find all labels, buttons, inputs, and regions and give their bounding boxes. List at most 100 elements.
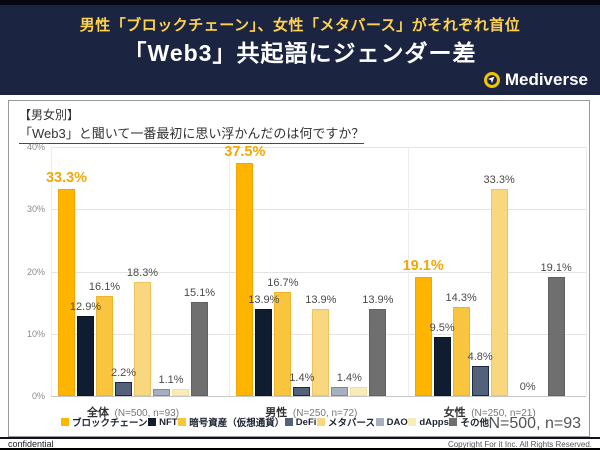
bar-group-男性: 37.5% 13.9% 16.7% 1.4% 13.9% 1.4% 13.9% 男性 (N=2… <box>224 144 393 419</box>
legend-swatch <box>148 418 157 426</box>
legend-swatch <box>284 418 293 426</box>
value-label: 0% <box>519 381 536 393</box>
bar-ブロックチェーン <box>58 189 75 396</box>
bar-その他 <box>547 277 565 396</box>
bar-NFT <box>433 337 451 396</box>
legend-swatch <box>316 418 325 426</box>
bar-暗号資産（仮想通貨） <box>96 296 113 396</box>
bar-暗号資産（仮想通貨） <box>274 292 292 396</box>
legend-item-dApps: dApps <box>408 417 449 428</box>
gridline-v <box>586 147 587 396</box>
bar-group-女性: 19.1% 9.5% 14.3% 4.8% 33.3% 0% 19.1% 女性 (N=250,… <box>403 147 572 419</box>
legend-item-NFT: NFT <box>148 416 178 428</box>
gridline-h <box>51 147 586 148</box>
chart-question: 「Web3」と聞いて一番最初に思い浮かんだのは何ですか？ <box>19 123 365 144</box>
value-label: 19.1% <box>540 262 572 274</box>
arrow-glyph: ➤ <box>485 72 498 86</box>
value-label: 4.8% <box>467 351 493 363</box>
legend-item-DeFi: DeFi <box>284 416 317 428</box>
group-label-女性: 女性 (N=250, n=21) <box>444 404 536 420</box>
headline-subtitle: 男性「ブロックチェーン」、女性「メタバース」がそれぞれ首位 <box>79 17 521 34</box>
header: 男性「ブロックチェーン」、女性「メタバース」がそれぞれ首位 「Web3」共起語に… <box>0 5 600 95</box>
value-label: 12.9% <box>69 301 102 313</box>
bar-DeFi <box>471 366 489 396</box>
legend-label: メタバース <box>327 418 376 429</box>
value-label: 1.4% <box>336 372 362 384</box>
legend: ブロックチェーン NFT 暗号資産（仮想通貨） DeFi メタバース DAO dApps その… <box>61 415 489 429</box>
bar-DeFi <box>115 382 132 396</box>
bottom-edge-bar <box>0 448 600 450</box>
legend-label: DeFi <box>295 416 317 428</box>
legend-label: NFT <box>159 416 178 428</box>
bar-暗号資産（仮想通貨） <box>452 307 470 396</box>
bar-group-全体: 33.3% 12.9% 16.1% 2.2% 18.3% 1.1% 15.1% 全体 (N=5… <box>46 147 215 419</box>
gridline-v <box>229 147 231 396</box>
brand-logo: ➤ Mediverse <box>483 70 588 90</box>
bar-NFT <box>255 309 273 396</box>
brand-name: Mediverse <box>504 70 588 89</box>
group-name: 全体 <box>86 407 109 419</box>
value-label: 18.3% <box>126 267 159 279</box>
legend-label: ブロックチェーン <box>72 418 148 429</box>
group-name: 男性 <box>265 407 288 419</box>
chart-panel: 【男女別】 「Web3」と聞いて一番最初に思い浮かんだのは何ですか？ 40% 30… <box>8 100 590 437</box>
compass-arrow-icon: ➤ <box>483 72 500 88</box>
bar-メタバース <box>490 189 508 396</box>
bar-メタバース <box>312 309 330 396</box>
copyright-label: Copyright For it Inc. All Rights Reserve… <box>447 440 592 449</box>
value-label: 9.5% <box>429 322 455 334</box>
sample-note: N=500, n=93 <box>488 415 581 432</box>
bar-NFT <box>77 316 94 396</box>
gridline-v <box>407 147 409 396</box>
value-label: 1.4% <box>289 372 315 384</box>
value-label: 15.1% <box>183 287 216 299</box>
legend-swatch <box>178 418 187 426</box>
group-label-男性: 男性 (N=250, n=72) <box>265 404 357 420</box>
value-label: 16.1% <box>88 281 121 293</box>
legend-item-その他: その他 <box>449 415 489 429</box>
bar-DeFi <box>293 387 311 396</box>
legend-item-メタバース: メタバース <box>316 415 376 429</box>
value-label: 13.9% <box>305 294 337 306</box>
plot-area: 40% 30% 20% 10% 0% 33.3% 12.9% 16.1% 2.2% 18.3% 1.… <box>27 142 587 419</box>
legend-swatch <box>408 418 417 426</box>
gridline-h <box>51 396 586 397</box>
value-label: 2.2% <box>110 367 137 379</box>
bar-dApps <box>350 387 368 396</box>
legend-label: DAO <box>386 416 408 428</box>
legend-swatch <box>61 418 69 426</box>
group-sample-size: (N=250, n=72) <box>287 408 358 419</box>
panel-footer-divider <box>0 437 600 439</box>
legend-label: dApps <box>419 416 449 428</box>
y-axis-tick: 0% <box>31 391 45 401</box>
gridline-h <box>51 209 586 211</box>
legend-item-ブロックチェーン: ブロックチェーン <box>61 415 148 429</box>
bar-メタバース <box>134 282 151 396</box>
y-axis-tick: 10% <box>26 328 45 339</box>
group-sample-size: (N=500, n=93) <box>108 408 180 419</box>
value-label: 19.1% <box>402 258 444 274</box>
y-axis-tick: 40% <box>26 142 45 152</box>
gridline-h <box>51 271 586 273</box>
y-axis-tick: 20% <box>26 266 45 277</box>
bar-dApps <box>172 389 189 396</box>
legend-item-暗号資産（仮想通貨）: 暗号資産（仮想通貨） <box>178 415 284 429</box>
value-label: 16.7% <box>267 277 299 289</box>
confidential-label: confidential <box>8 439 54 449</box>
value-label: 13.9% <box>362 294 394 306</box>
legend-label: 暗号資産（仮想通貨） <box>189 418 285 429</box>
value-label: 1.1% <box>158 374 184 386</box>
value-label: 33.3% <box>45 170 88 186</box>
group-sample-size: (N=250, n=21) <box>465 408 536 419</box>
group-label-全体: 全体 (N=500, n=93) <box>87 404 179 420</box>
y-axis-tick: 30% <box>26 204 45 215</box>
chart-tag: 【男女別】 <box>19 108 80 122</box>
bar-DAO <box>331 387 349 396</box>
bar-その他 <box>191 302 208 396</box>
legend-label: その他 <box>460 418 489 429</box>
bar-ブロックチェーン <box>414 277 432 396</box>
bar-DAO <box>153 389 170 396</box>
legend-swatch <box>449 418 458 426</box>
legend-swatch <box>375 418 384 426</box>
value-label: 13.9% <box>248 294 280 306</box>
